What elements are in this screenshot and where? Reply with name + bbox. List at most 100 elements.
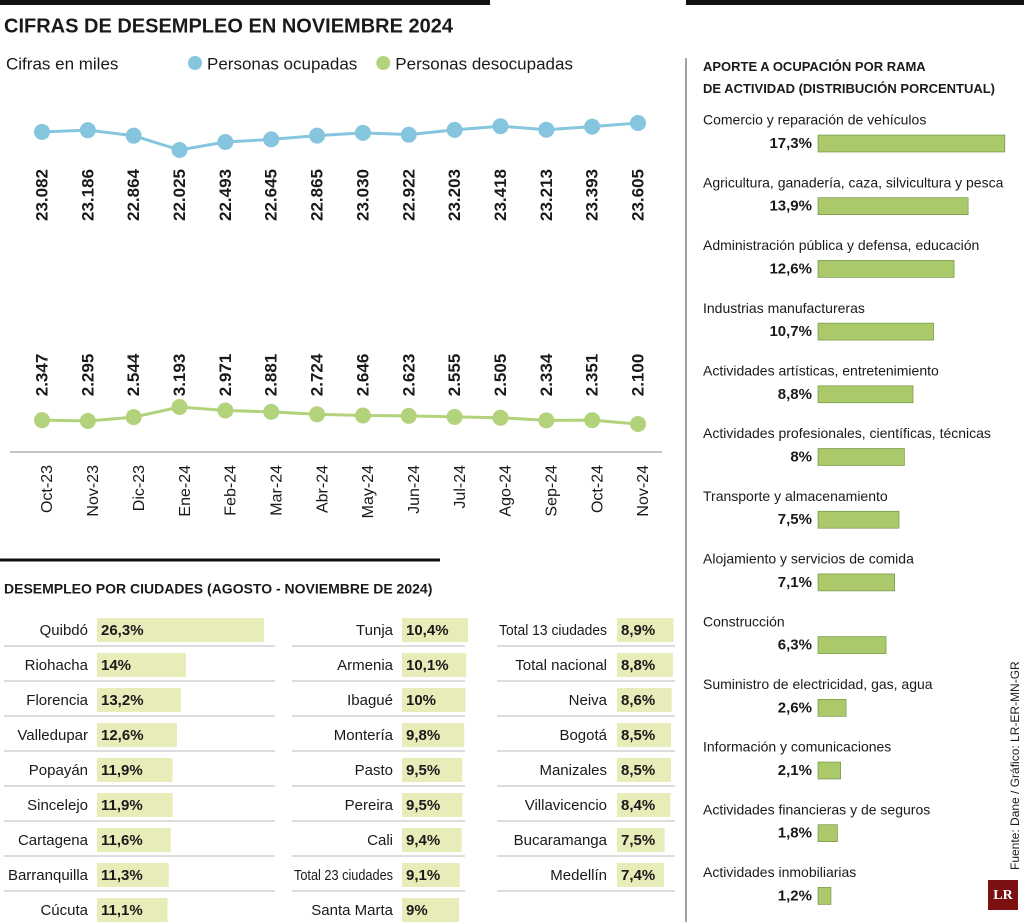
- data-label: 22.025: [170, 169, 189, 221]
- top-bar: [0, 0, 490, 5]
- category-label: Alojamiento y servicios de comida: [703, 551, 914, 567]
- data-label: 11,6%: [101, 832, 143, 849]
- data-label: 2.646: [353, 354, 372, 397]
- category-label: Valledupar: [17, 727, 88, 744]
- point: [125, 409, 142, 426]
- bar: [402, 758, 463, 782]
- bar: [402, 898, 460, 922]
- category-label: Información y comunicaciones: [703, 739, 891, 755]
- category-label: Industrias manufactureras: [703, 300, 865, 316]
- x-tick-label: Ago-24: [498, 465, 515, 517]
- point: [492, 409, 509, 426]
- data-label: 6,3%: [778, 637, 812, 654]
- category-label: Construcción: [703, 613, 785, 629]
- category-label: Actividades financieras y de seguros: [703, 801, 930, 817]
- data-label: 8,6%: [621, 692, 655, 709]
- data-label: 22.493: [216, 169, 235, 221]
- data-label: 12,6%: [769, 260, 812, 277]
- legend-marker: [376, 56, 391, 70]
- category-label: Cartagena: [18, 832, 89, 849]
- x-tick-label: Oct-23: [39, 465, 56, 513]
- data-label: 14%: [101, 657, 131, 674]
- point: [446, 121, 463, 138]
- data-label: 23.030: [353, 169, 372, 221]
- data-label: 23.418: [491, 169, 510, 221]
- data-label: 13,9%: [769, 198, 812, 215]
- point: [79, 122, 96, 139]
- data-label: 10,7%: [769, 323, 812, 340]
- data-label: 2.100: [628, 354, 647, 397]
- x-tick-label: Jul-24: [452, 465, 469, 509]
- bar: [817, 573, 895, 592]
- point: [400, 126, 417, 143]
- data-label: 7,5%: [621, 832, 655, 849]
- data-label: 2.971: [216, 354, 235, 397]
- data-label: 22.864: [124, 168, 143, 221]
- point: [446, 408, 463, 425]
- point: [263, 131, 280, 148]
- point: [584, 118, 601, 135]
- x-tick-label: Ene-24: [177, 465, 194, 517]
- data-label: 2.505: [491, 354, 510, 397]
- data-label: 8,9%: [621, 622, 655, 639]
- bar: [817, 134, 1006, 153]
- category-label: Actividades inmobiliarias: [703, 864, 856, 880]
- x-tick-label: Jun-24: [406, 465, 423, 514]
- data-label: 2.334: [537, 353, 556, 396]
- data-label: 26,3%: [101, 622, 144, 639]
- category-label: Medellín: [550, 867, 607, 884]
- category-label: Agricultura, ganadería, caza, silvicultu…: [703, 174, 1004, 190]
- bar: [402, 688, 466, 712]
- point: [492, 118, 509, 135]
- point: [217, 402, 234, 419]
- bar: [402, 863, 460, 887]
- data-label: 1,2%: [778, 887, 812, 904]
- category-label: Manizales: [539, 762, 607, 779]
- bar: [617, 688, 672, 712]
- x-tick-label: Sep-24: [544, 465, 561, 517]
- data-label: 10,4%: [406, 622, 449, 639]
- chart-title: CIFRAS DE DESEMPLEO EN NOVIEMBRE 2024: [4, 15, 454, 37]
- bar: [97, 793, 173, 817]
- category-label: Bogotá: [559, 727, 607, 744]
- category-label: Neiva: [569, 692, 608, 709]
- bar: [402, 723, 465, 747]
- source: Fuente: Dane / Gráfico: LR-ER-MN-GR: [1008, 661, 1022, 870]
- bar: [617, 653, 673, 677]
- data-label: 2.623: [399, 354, 418, 397]
- bar: [817, 887, 832, 905]
- section-title: APORTE A OCUPACIÓN POR RAMA DE ACTIVIDAD…: [703, 59, 996, 96]
- bar: [817, 448, 905, 466]
- point: [354, 407, 371, 424]
- x-tick-label: May-24: [360, 465, 377, 518]
- bar: [817, 510, 900, 529]
- bar: [97, 828, 171, 852]
- data-label: 23.393: [583, 169, 602, 221]
- bar: [817, 197, 969, 215]
- point: [538, 121, 555, 138]
- bar: [97, 723, 178, 747]
- category-label: Villavicencio: [525, 797, 607, 814]
- point: [217, 134, 234, 151]
- bar: [817, 698, 847, 717]
- data-label: 9,8%: [406, 727, 440, 744]
- data-label: 2,6%: [778, 699, 812, 716]
- x-tick-label: Nov-23: [85, 465, 102, 517]
- bar: [617, 863, 664, 887]
- data-label: 7,5%: [778, 511, 812, 528]
- legend-label: Personas desocupadas: [395, 54, 573, 73]
- data-label: 2.555: [445, 354, 464, 397]
- data-label: 9,5%: [406, 762, 440, 779]
- point: [400, 407, 417, 424]
- point: [125, 127, 142, 144]
- x-tick-label: Nov-24: [635, 465, 652, 517]
- data-label: 7,1%: [778, 574, 812, 591]
- bar: [402, 653, 467, 677]
- data-label: 2,1%: [778, 762, 812, 779]
- data-label: 7,4%: [621, 867, 655, 884]
- category-label: Riohacha: [25, 657, 89, 674]
- bar: [402, 793, 463, 817]
- section-title: DESEMPLEO POR CIUDADES (AGOSTO - NOVIEMB…: [4, 581, 432, 597]
- point: [34, 412, 50, 429]
